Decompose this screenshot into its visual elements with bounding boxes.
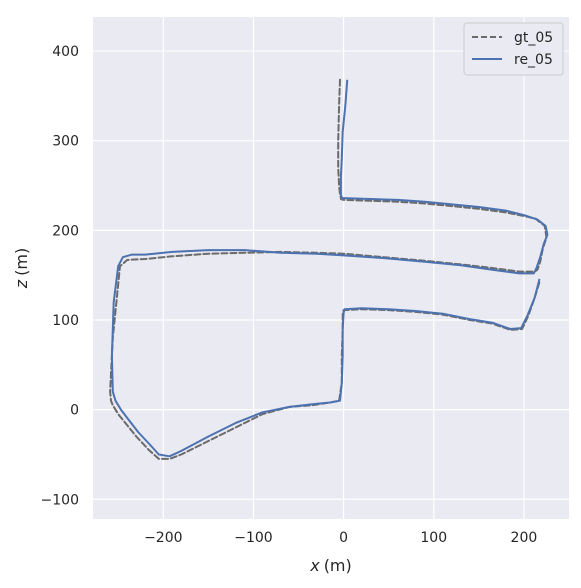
y-tick-label: 300 (52, 134, 79, 150)
x-axis-label: x (m) (309, 556, 352, 575)
x-tick-label: −200 (144, 530, 182, 546)
legend-label-re_05: re_05 (514, 52, 553, 68)
legend-label-gt_05: gt_05 (514, 30, 553, 46)
x-tick-label: −100 (234, 530, 272, 546)
series-line-re_05 (110, 79, 549, 458)
y-tick-label: 400 (52, 44, 79, 60)
legend: gt_05 re_05 (463, 22, 564, 76)
y-tick-label: 0 (70, 403, 79, 419)
series-layer (109, 78, 549, 460)
tick-labels: −200 −100 0 100 200 −100 0 100 200 300 400 (41, 44, 538, 546)
y-tick-label: 200 (52, 223, 79, 239)
plot-background (93, 17, 569, 519)
x-tick-label: 100 (420, 530, 447, 546)
y-tick-label: −100 (41, 492, 79, 508)
x-tick-label: 200 (511, 530, 538, 546)
y-tick-label: 100 (52, 313, 79, 329)
grid-lines (93, 17, 569, 519)
x-tick-label: 0 (339, 530, 348, 546)
y-axis-label: z(m) (12, 248, 31, 289)
legend-box (463, 22, 564, 76)
